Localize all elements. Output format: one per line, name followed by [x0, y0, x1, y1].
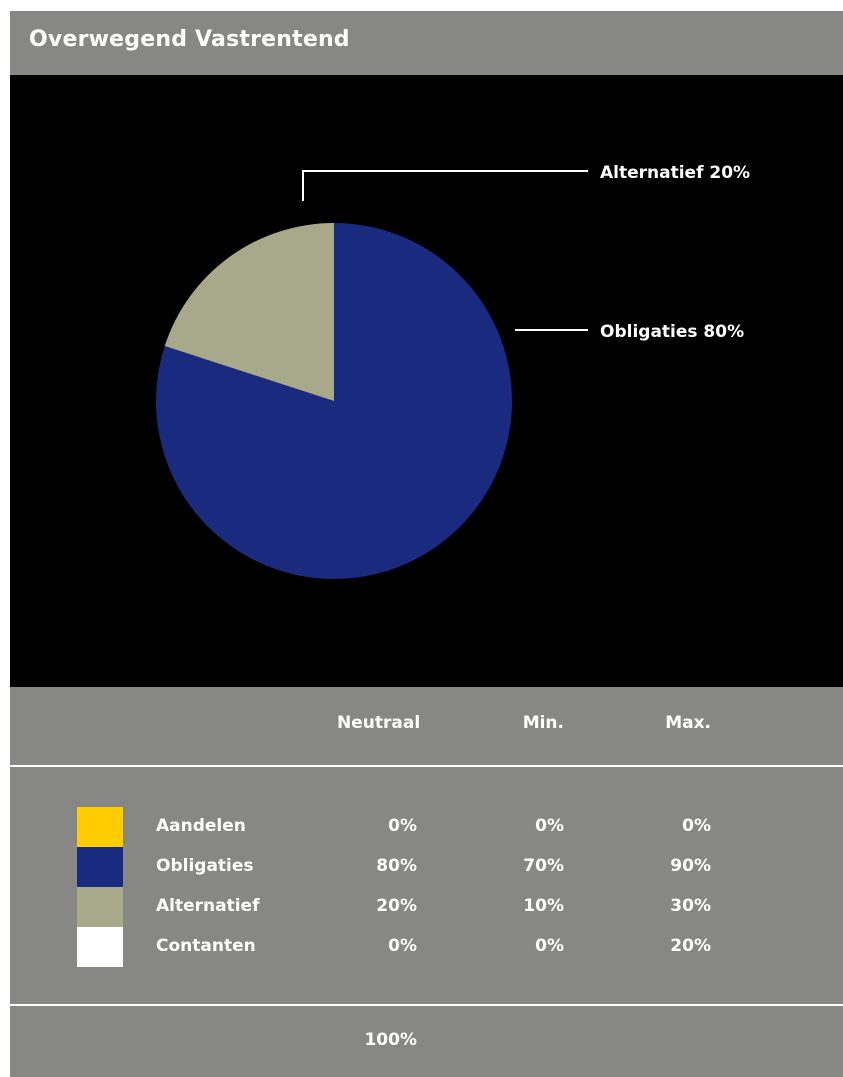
- total-value: 100%: [364, 1030, 417, 1050]
- legend-swatch-contanten: [77, 927, 123, 967]
- header-min: Min.: [522, 713, 564, 733]
- legend-swatch-obligaties: [77, 847, 123, 887]
- row-min: 0%: [535, 936, 564, 956]
- data-label-obligaties: Obligaties 80%: [600, 322, 744, 342]
- header-divider: [10, 765, 843, 767]
- page-title: Overwegend Vastrentend: [29, 27, 350, 52]
- legend-swatch-alternatief: [77, 887, 123, 927]
- row-max: 20%: [670, 936, 711, 956]
- table-row: Alternatief 20% 10% 30%: [10, 887, 843, 927]
- table-row: Contanten 0% 0% 20%: [10, 927, 843, 967]
- row-neutraal: 20%: [376, 896, 417, 916]
- pie-chart: Obligaties 80% Alternatief 20%: [156, 163, 750, 579]
- row-label: Alternatief: [156, 896, 260, 916]
- table-row: Aandelen 0% 0% 0%: [10, 807, 843, 847]
- pie-chart-area: Obligaties 80% Alternatief 20%: [10, 75, 843, 687]
- row-neutraal: 0%: [388, 816, 417, 836]
- row-label: Aandelen: [156, 816, 246, 836]
- row-max: 0%: [682, 816, 711, 836]
- row-label: Contanten: [156, 936, 256, 956]
- legend-swatch-aandelen: [77, 807, 123, 847]
- row-min: 10%: [523, 896, 564, 916]
- row-label: Obligaties: [156, 856, 254, 876]
- title-bar: Overwegend Vastrentend: [10, 11, 843, 75]
- row-min: 0%: [535, 816, 564, 836]
- allocation-table: Neutraal Min. Max. Aandelen 0% 0% 0% Obl…: [10, 687, 843, 1077]
- total-divider: [10, 1004, 843, 1006]
- row-max: 90%: [670, 856, 711, 876]
- data-label-alternatief: Alternatief 20%: [600, 163, 750, 183]
- allocation-card: Overwegend Vastrentend Obligaties 80% Alt…: [10, 11, 843, 1077]
- table-row: Obligaties 80% 70% 90%: [10, 847, 843, 887]
- row-min: 70%: [523, 856, 564, 876]
- pie-slice-alternatief: [164, 223, 334, 401]
- row-neutraal: 80%: [376, 856, 417, 876]
- leader-line-alternatief: [302, 170, 588, 201]
- row-max: 30%: [670, 896, 711, 916]
- header-max: Max.: [665, 713, 711, 733]
- header-neutraal: Neutraal: [337, 713, 421, 733]
- row-neutraal: 0%: [388, 936, 417, 956]
